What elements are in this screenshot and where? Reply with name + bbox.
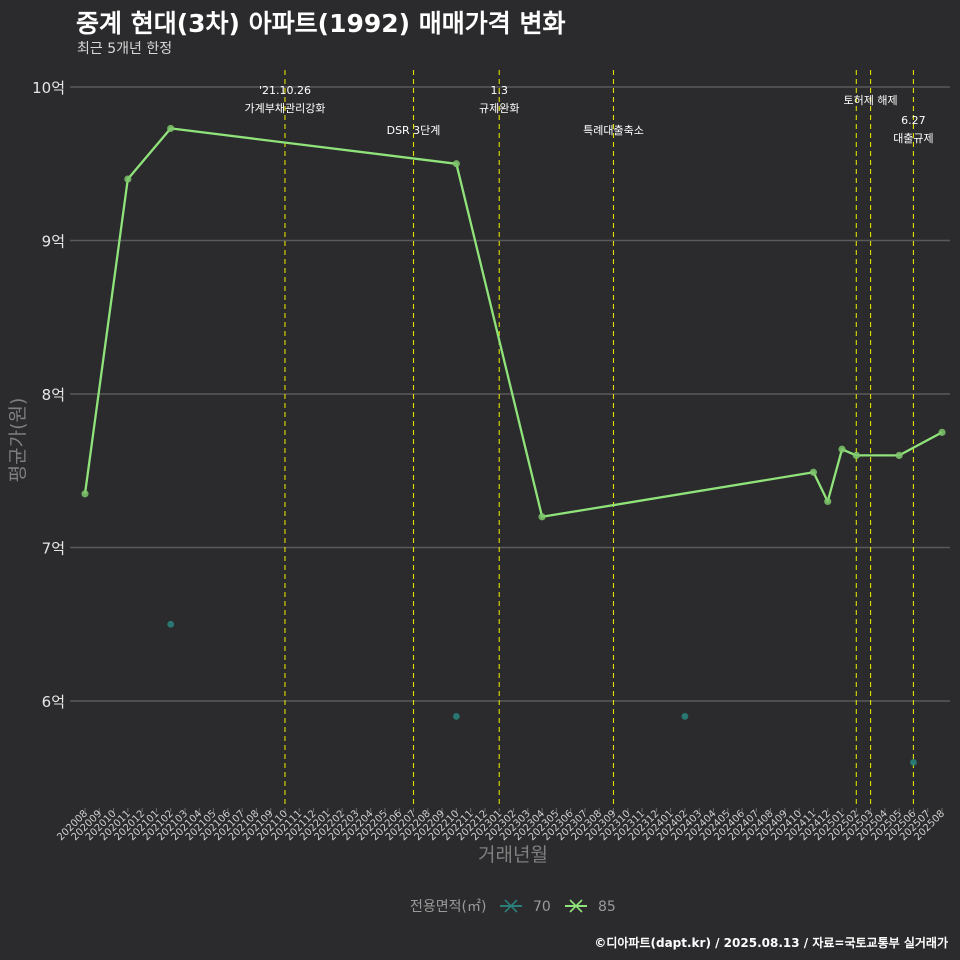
series-85-point: [852, 451, 860, 459]
event-label: 가계부채관리강화: [244, 102, 325, 115]
legend-key-cross: [569, 899, 583, 913]
event-label: 6.27: [901, 114, 926, 127]
series-85-point: [824, 497, 832, 506]
series-70-point: [681, 712, 689, 720]
event-label: DSR 3단계: [387, 124, 441, 137]
chart-subtitle: 최근 5개년 한정: [77, 41, 173, 57]
event-label: 토허제 해제: [844, 93, 898, 107]
y-tick-label: 6억: [42, 693, 65, 711]
series-85-point: [809, 468, 818, 476]
legend-label: 85: [598, 899, 616, 915]
series-85-point: [167, 124, 175, 133]
y-tick-label: 7억: [42, 540, 65, 558]
legend-item-85: 85: [565, 899, 616, 915]
event-label: 규제완화: [479, 102, 519, 115]
series-85-point: [81, 490, 89, 498]
chart-title: 중계 현대(3차) 아파트(1992) 매매가격 변화: [76, 9, 566, 38]
event-label: '21.10.26: [259, 84, 311, 97]
legend-label: 70: [533, 899, 551, 915]
legend-key-cross: [504, 899, 518, 913]
series-70-point: [910, 759, 917, 766]
y-axis-title: 평균가(원): [7, 398, 29, 483]
y-tick-label: 9억: [42, 233, 65, 251]
series-85-point: [124, 175, 132, 183]
y-tick-label: 8억: [42, 386, 65, 404]
series-85-point: [838, 445, 846, 453]
series-85-line: [83, 127, 943, 518]
y-tick-label: 10억: [32, 79, 65, 97]
series-85-point: [452, 160, 460, 168]
event-label: 대출규제: [893, 132, 933, 145]
series-70-point: [167, 620, 175, 628]
source-caption: ©디아파트(dapt.kr) / 2025.08.13 / 자료=국토교통부 실…: [594, 936, 948, 950]
series-85-point: [895, 451, 903, 459]
event-label: 특례대출축소: [583, 124, 644, 137]
series-70-point: [452, 712, 460, 720]
series-85-point: [538, 513, 546, 521]
legend-item-70: 70: [500, 899, 551, 915]
event-label: 1.3: [490, 84, 508, 97]
series-85-point: [938, 428, 946, 436]
x-axis-title: 거래년월: [478, 844, 548, 866]
legend-title: 전용면적(㎡): [410, 899, 486, 915]
